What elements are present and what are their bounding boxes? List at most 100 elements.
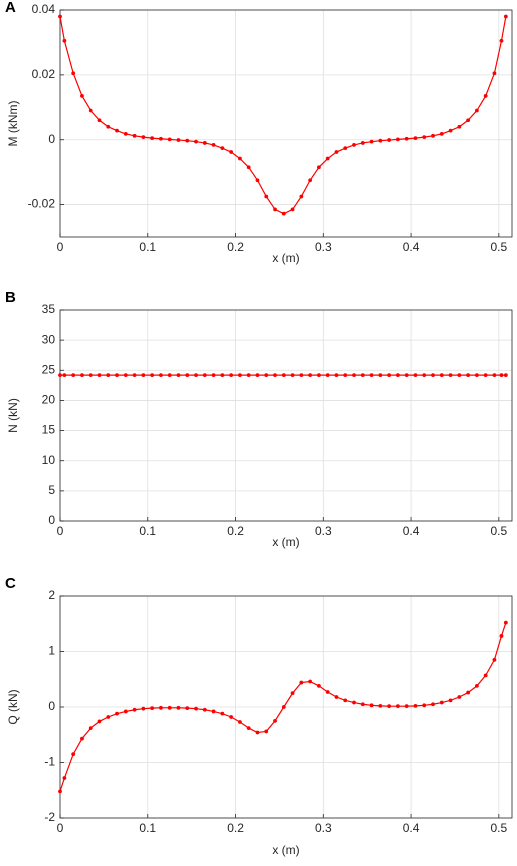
data-point bbox=[71, 373, 76, 378]
data-point bbox=[448, 698, 453, 703]
data-point bbox=[387, 138, 392, 142]
data-point bbox=[141, 706, 146, 711]
data-point bbox=[343, 698, 348, 703]
data-point bbox=[466, 690, 471, 695]
y-tick-label: 0.04 bbox=[32, 2, 56, 16]
data-point bbox=[369, 139, 374, 144]
data-point bbox=[439, 131, 444, 136]
data-point bbox=[448, 373, 453, 378]
data-point bbox=[499, 634, 504, 638]
data-point bbox=[360, 141, 365, 145]
data-point bbox=[308, 679, 313, 684]
data-point bbox=[431, 133, 435, 138]
data-point bbox=[229, 715, 234, 719]
x-tick-label: 0.1 bbox=[139, 821, 156, 835]
data-point bbox=[132, 373, 137, 378]
data-point bbox=[343, 373, 348, 378]
x-axis-label: x (m) bbox=[272, 251, 299, 265]
data-point bbox=[352, 700, 356, 705]
y-tick-label: 20 bbox=[42, 393, 56, 407]
data-point bbox=[150, 706, 155, 711]
data-point bbox=[220, 146, 225, 151]
data-point bbox=[378, 138, 383, 143]
y-tick-label: 15 bbox=[42, 423, 56, 437]
data-point bbox=[88, 108, 93, 113]
data-point bbox=[369, 373, 374, 378]
data-point bbox=[317, 165, 321, 170]
data-point bbox=[229, 373, 234, 378]
data-point bbox=[194, 373, 198, 378]
x-tick-label: 0.1 bbox=[139, 240, 156, 254]
data-point bbox=[396, 704, 400, 709]
data-point bbox=[150, 373, 155, 378]
data-point bbox=[123, 709, 128, 714]
data-point bbox=[255, 373, 260, 378]
data-point bbox=[58, 789, 62, 794]
data-point bbox=[106, 715, 111, 719]
axes-box bbox=[59, 9, 513, 238]
data-point bbox=[255, 730, 260, 735]
data-point bbox=[58, 14, 62, 19]
data-point bbox=[185, 706, 190, 711]
data-point bbox=[413, 703, 418, 708]
data-point bbox=[141, 373, 146, 378]
data-point bbox=[325, 156, 330, 161]
data-point bbox=[229, 150, 234, 154]
data-point bbox=[360, 373, 365, 378]
data-point bbox=[194, 706, 198, 711]
data-point bbox=[387, 704, 392, 709]
data-point bbox=[422, 703, 427, 708]
data-point bbox=[132, 133, 137, 138]
data-point bbox=[290, 207, 295, 212]
data-point bbox=[492, 71, 497, 76]
data-point bbox=[273, 373, 277, 378]
data-point bbox=[317, 684, 321, 688]
data-point bbox=[404, 704, 409, 709]
data-point bbox=[97, 118, 102, 123]
data-point bbox=[492, 657, 497, 662]
data-point bbox=[378, 373, 383, 378]
data-point bbox=[439, 373, 444, 378]
data-point bbox=[413, 136, 418, 140]
data-point bbox=[413, 373, 418, 378]
data-point bbox=[404, 136, 409, 141]
x-tick-label: 0.2 bbox=[227, 821, 244, 835]
data-point bbox=[483, 373, 488, 378]
data-point bbox=[80, 373, 84, 378]
data-point bbox=[422, 135, 427, 140]
data-point bbox=[211, 709, 216, 714]
data-point bbox=[431, 373, 435, 378]
y-axis-label: Q (kN) bbox=[6, 689, 20, 724]
data-point bbox=[80, 736, 84, 741]
data-point bbox=[246, 726, 251, 730]
data-point bbox=[246, 165, 251, 170]
data-point bbox=[176, 373, 181, 378]
x-tick-label: 0.1 bbox=[139, 524, 156, 538]
data-point bbox=[185, 138, 190, 143]
data-point bbox=[503, 373, 508, 378]
data-point bbox=[281, 211, 286, 216]
data-point bbox=[378, 703, 383, 708]
axes-box bbox=[59, 595, 513, 819]
data-point bbox=[220, 711, 225, 716]
data-point bbox=[273, 207, 277, 212]
data-point bbox=[431, 702, 435, 707]
data-point bbox=[123, 131, 128, 136]
data-point bbox=[150, 136, 155, 140]
x-tick-label: 0.3 bbox=[315, 821, 332, 835]
data-point bbox=[176, 138, 181, 142]
data-point bbox=[132, 707, 137, 712]
data-point bbox=[503, 14, 508, 19]
data-point bbox=[352, 373, 356, 378]
data-point bbox=[387, 373, 392, 378]
data-point bbox=[404, 373, 409, 378]
data-point bbox=[159, 705, 163, 710]
plot-area bbox=[60, 10, 512, 237]
data-point bbox=[325, 690, 330, 694]
data-point bbox=[308, 373, 313, 378]
y-tick-label: 1 bbox=[48, 644, 55, 658]
data-point bbox=[62, 776, 67, 780]
data-point bbox=[159, 136, 163, 141]
